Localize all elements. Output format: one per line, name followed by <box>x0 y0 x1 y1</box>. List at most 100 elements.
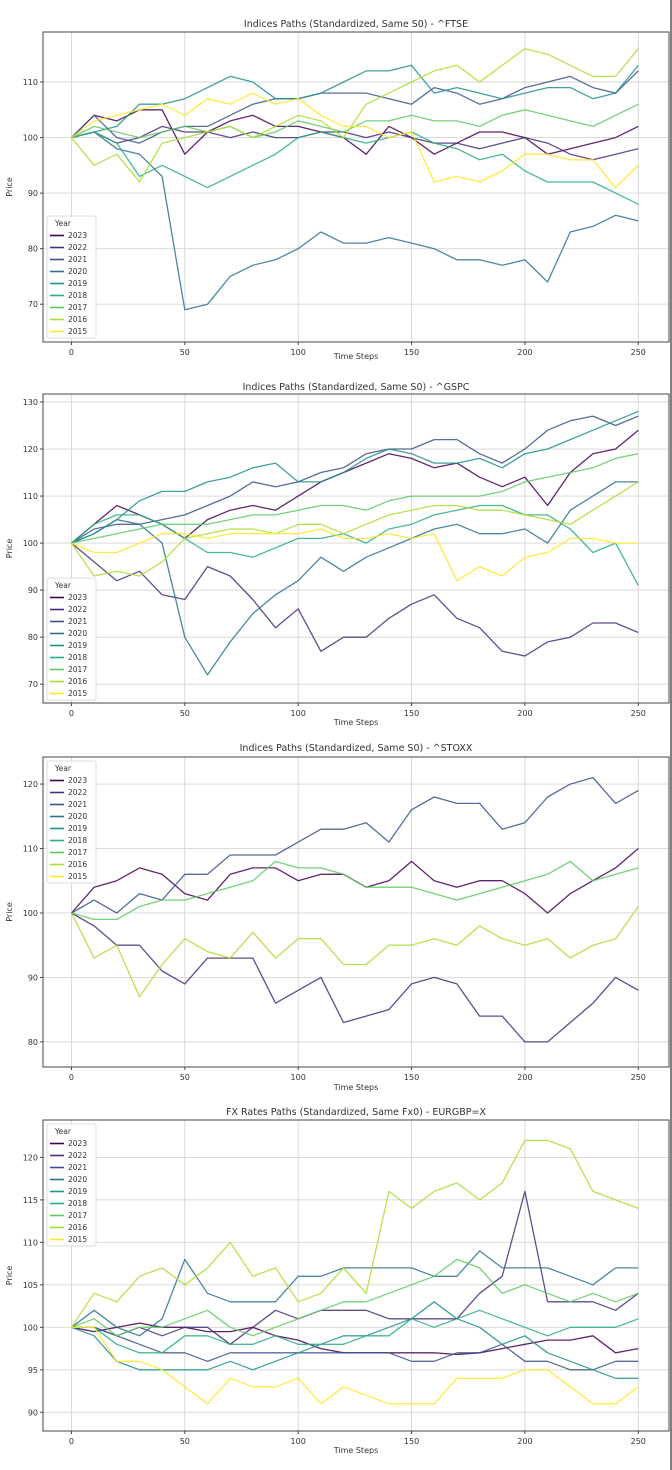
series-line-2016 <box>70 481 639 577</box>
x-axis-label: Time Steps <box>333 1446 379 1455</box>
y-axis-label: Price <box>5 539 14 559</box>
x-tick-label: 0 <box>69 709 74 718</box>
plot-frame <box>42 756 670 1068</box>
x-axis-label: Time Steps <box>333 1083 379 1092</box>
legend-label: 2019 <box>68 1187 87 1196</box>
legend-title: Year <box>54 764 72 773</box>
y-axis-label: Price <box>5 1266 14 1286</box>
chart-title: Indices Paths (Standardized, Same S0) - … <box>244 19 468 30</box>
legend-label: 2018 <box>68 836 87 845</box>
legend-label: 2015 <box>68 1235 87 1244</box>
legend-label: 2015 <box>68 872 87 881</box>
x-tick-label: 150 <box>404 1437 419 1446</box>
y-tick-label: 100 <box>23 539 38 548</box>
x-tick-label: 250 <box>631 1073 646 1082</box>
series-line-2016 <box>70 906 639 998</box>
chart-title: Indices Paths (Standardized, Same S0) - … <box>243 382 470 393</box>
series-line-2016 <box>70 1139 639 1328</box>
legend-label: 2021 <box>68 1163 87 1172</box>
legend-label: 2017 <box>68 303 87 312</box>
series-line-2023 <box>71 109 639 155</box>
series-line-2015 <box>71 92 639 189</box>
y-tick-label: 100 <box>23 909 38 918</box>
series-line-2015 <box>71 528 639 582</box>
legend: Year 2023 2022 2021 2020 2019 2018 2017 2016 2015 <box>46 760 97 884</box>
y-tick-label: 80 <box>28 245 38 254</box>
series-line-2022 <box>71 1190 639 1345</box>
series-line-2015 <box>71 1326 639 1405</box>
x-tick-label: 150 <box>404 1073 419 1082</box>
y-tick-label: 120 <box>23 780 38 789</box>
series-line-2018 <box>71 1309 639 1354</box>
y-tick-label: 120 <box>23 1153 38 1162</box>
plot-frame <box>42 1119 670 1432</box>
series-line-2022 <box>71 125 639 161</box>
y-axis-label: Price <box>5 902 14 922</box>
series-line-2021 <box>71 415 639 544</box>
legend-label: 2019 <box>68 279 87 288</box>
legend-label: 2023 <box>68 231 87 240</box>
legend-label: 2020 <box>68 629 87 638</box>
x-tick-label: 200 <box>517 348 532 357</box>
legend-label: 2022 <box>68 243 87 252</box>
series-line-2021 <box>71 776 639 914</box>
x-tick-label: 250 <box>631 709 646 718</box>
series-line-2019 <box>71 64 639 139</box>
x-tick-label: 100 <box>291 348 306 357</box>
legend-label: 2016 <box>68 1223 87 1232</box>
y-tick-label: 80 <box>28 633 38 642</box>
legend-label: 2018 <box>68 653 87 662</box>
series-line-2020 <box>71 131 639 311</box>
y-tick-label: 90 <box>28 1408 38 1417</box>
legend-label: 2020 <box>68 267 87 276</box>
legend-label: 2015 <box>68 327 87 336</box>
legend-title: Year <box>54 219 72 228</box>
legend-label: 2015 <box>68 689 87 698</box>
chart-title: FX Rates Paths (Standardized, Same Fx0) … <box>226 1107 486 1118</box>
legend-label: 2023 <box>68 593 87 602</box>
x-tick-label: 150 <box>404 348 419 357</box>
y-tick-label: 110 <box>23 1238 38 1247</box>
chart-panel-0: Indices Paths (Standardized, Same S0) - … <box>5 19 670 361</box>
series-line-2022 <box>71 912 639 1043</box>
x-tick-label: 200 <box>517 1437 532 1446</box>
series-line-2020 <box>71 481 639 676</box>
series-line-2017 <box>71 860 639 921</box>
legend-title: Year <box>54 1127 72 1136</box>
series-line-2016 <box>70 48 639 183</box>
legend-label: 2017 <box>68 1211 87 1220</box>
x-tick-label: 250 <box>631 1437 646 1446</box>
legend-label: 2016 <box>68 315 87 324</box>
x-tick-label: 50 <box>180 348 190 357</box>
series-line-2019 <box>71 410 639 544</box>
x-tick-label: 50 <box>180 1073 190 1082</box>
legend-label: 2022 <box>68 788 87 797</box>
x-tick-label: 150 <box>404 709 419 718</box>
y-tick-label: 80 <box>28 1038 38 1047</box>
legend-label: 2017 <box>68 848 87 857</box>
legend-label: 2021 <box>68 255 87 264</box>
legend-label: 2021 <box>68 617 87 626</box>
legend-label: 2019 <box>68 641 87 650</box>
chart-panel-1: Indices Paths (Standardized, Same S0) - … <box>5 382 670 727</box>
y-tick-label: 70 <box>28 300 38 309</box>
y-tick-label: 115 <box>23 1196 38 1205</box>
legend-label: 2016 <box>68 677 87 686</box>
series-line-2019 <box>71 1301 639 1379</box>
x-tick-label: 0 <box>69 1073 74 1082</box>
chart-title: Indices Paths (Standardized, Same S0) - … <box>240 743 473 754</box>
legend-label: 2021 <box>68 800 87 809</box>
x-tick-label: 0 <box>69 1437 74 1446</box>
x-tick-label: 0 <box>69 348 74 357</box>
y-tick-label: 110 <box>23 492 38 501</box>
y-tick-label: 100 <box>23 134 38 143</box>
legend-label: 2016 <box>68 860 87 869</box>
series-line-2017 <box>71 453 639 544</box>
x-tick-label: 100 <box>291 1073 306 1082</box>
chart-panel-3: FX Rates Paths (Standardized, Same Fx0) … <box>5 1107 670 1455</box>
legend-label: 2020 <box>68 1175 87 1184</box>
series-line-2018 <box>71 131 639 205</box>
plot-frame <box>42 393 670 704</box>
y-tick-label: 130 <box>23 398 38 407</box>
